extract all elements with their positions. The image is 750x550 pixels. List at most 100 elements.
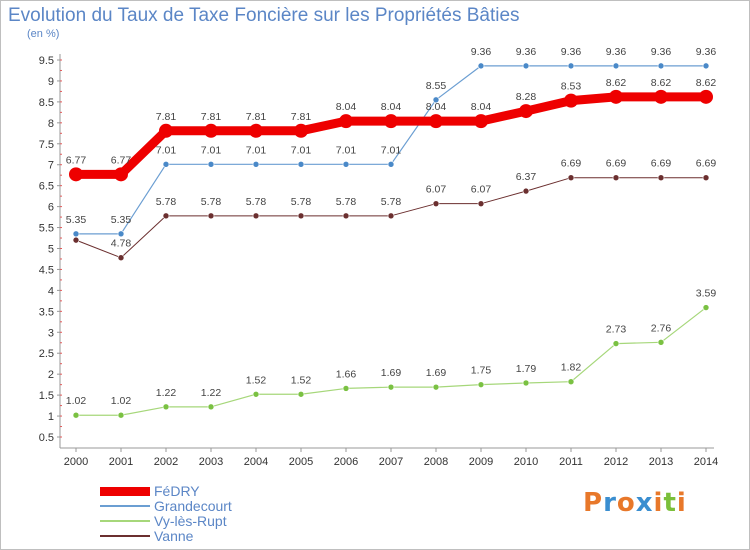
data-point <box>297 390 305 398</box>
data-point <box>657 339 665 346</box>
data-label: 1.79 <box>516 363 537 375</box>
series-grandecourt: 5.35 5.35 7.01 7.01 7.01 7.01 7.01 7.01 8.55 9.36… <box>66 46 717 238</box>
data-label: 4.78 <box>111 238 132 250</box>
data-label: 5.35 <box>111 214 132 226</box>
legend-label: Vy-lès-Rupt <box>154 513 227 529</box>
data-label: 8.04 <box>426 101 447 113</box>
data-point <box>522 379 530 387</box>
data-label: 1.66 <box>336 368 357 380</box>
data-point <box>252 161 260 168</box>
data-point <box>342 385 350 392</box>
data-point <box>522 187 530 195</box>
logo-letter: r <box>603 488 617 518</box>
data-label: 7.01 <box>291 144 312 156</box>
data-point <box>162 212 170 220</box>
logo-letter: x <box>635 488 654 518</box>
data-label: 8.53 <box>561 81 582 93</box>
x-tick-label: 2009 <box>469 456 493 468</box>
legend: FéDRY Grandecourt Vy-lès-Rupt Vanne <box>100 483 320 544</box>
x-tick-label: 2008 <box>424 456 448 468</box>
data-point <box>567 378 575 386</box>
data-label: 6.07 <box>426 184 447 196</box>
legend-label: Grandecourt <box>154 498 232 514</box>
data-point <box>69 167 83 182</box>
data-label: 8.55 <box>426 80 447 92</box>
data-label: 9.36 <box>516 46 537 58</box>
data-point <box>342 212 350 220</box>
y-tick-label: 5 <box>48 244 54 256</box>
data-point <box>342 161 350 168</box>
x-tick-label: 2007 <box>379 456 403 468</box>
x-tick-label: 2001 <box>109 456 133 468</box>
data-label: 1.22 <box>201 387 222 399</box>
data-label: 7.81 <box>201 111 222 123</box>
data-point <box>387 212 395 220</box>
data-point <box>432 200 440 207</box>
data-label: 1.75 <box>471 365 492 377</box>
y-tick-label: 1 <box>48 411 54 423</box>
y-tick-label: 3.5 <box>39 306 54 318</box>
data-label: 5.78 <box>381 196 402 208</box>
y-unit-label: (en %) <box>27 28 60 40</box>
x-tick-label: 2005 <box>289 456 313 468</box>
proxiti-logo: Proxiti <box>583 488 687 518</box>
logo-letter: o <box>616 488 636 518</box>
data-point <box>159 123 173 138</box>
series-f-dry: 6.77 6.77 7.81 7.81 7.81 7.81 8.04 8.04 8.04 8.04… <box>66 77 716 182</box>
data-label: 5.78 <box>291 196 312 208</box>
data-point <box>387 161 395 168</box>
y-tick-label: 3 <box>48 327 54 339</box>
data-label: 7.81 <box>291 111 312 123</box>
legend-swatch <box>100 520 150 522</box>
data-point <box>657 62 665 70</box>
data-label: 9.36 <box>606 46 627 58</box>
data-point <box>207 161 215 168</box>
data-point <box>612 62 620 70</box>
data-label: 5.78 <box>156 196 177 208</box>
data-label: 7.01 <box>246 144 267 156</box>
data-point <box>114 167 128 182</box>
data-point <box>72 236 80 244</box>
y-tick-label: 1.5 <box>39 390 54 402</box>
data-label: 5.78 <box>201 196 222 208</box>
y-tick-label: 4.5 <box>39 264 54 276</box>
data-label: 1.52 <box>291 374 312 386</box>
data-label: 9.36 <box>696 46 717 58</box>
data-label: 5.78 <box>336 196 357 208</box>
data-label: 7.01 <box>201 144 222 156</box>
y-tick-label: 9 <box>48 76 54 88</box>
y-tick-label: 7.5 <box>39 139 54 151</box>
x-tick-label: 2011 <box>559 456 583 468</box>
data-label: 1.69 <box>381 367 402 379</box>
data-label: 1.22 <box>156 387 177 399</box>
data-point <box>429 114 443 129</box>
legend-item: Vanne <box>100 528 320 544</box>
y-tick-label: 4 <box>48 285 54 297</box>
x-tick-label: 2003 <box>199 456 223 468</box>
legend-item: FéDRY <box>100 483 320 499</box>
data-point <box>117 254 125 262</box>
y-tick-label: 9.5 <box>39 55 54 67</box>
data-label: 6.77 <box>66 154 87 166</box>
data-point <box>477 381 485 388</box>
data-point <box>612 340 620 347</box>
data-label: 6.07 <box>471 184 492 196</box>
data-point <box>162 403 170 411</box>
data-label: 1.82 <box>561 362 582 374</box>
data-label: 1.02 <box>111 395 132 407</box>
data-point <box>432 383 440 391</box>
data-label: 9.36 <box>471 46 492 58</box>
data-label: 5.78 <box>246 196 267 208</box>
data-label: 8.04 <box>381 101 402 113</box>
data-point <box>702 174 710 182</box>
data-label: 7.01 <box>381 144 402 156</box>
data-label: 3.59 <box>696 288 717 300</box>
data-point <box>702 304 710 311</box>
data-label: 8.62 <box>651 77 672 89</box>
y-tick-label: 8.5 <box>39 97 54 109</box>
data-point <box>432 96 440 104</box>
legend-label: Vanne <box>154 528 194 544</box>
data-label: 5.35 <box>66 214 87 226</box>
x-tick-label: 2002 <box>154 456 178 468</box>
